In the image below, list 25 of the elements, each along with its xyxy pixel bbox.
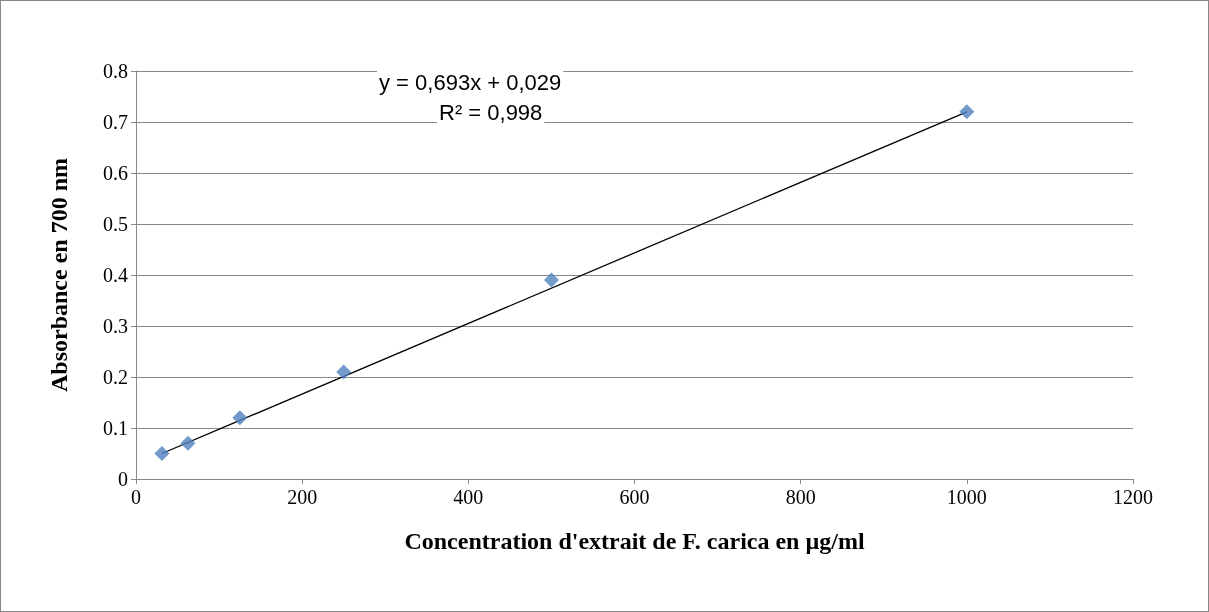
y-tick-label: 0 — [118, 468, 128, 490]
y-tick-label: 0.8 — [103, 60, 128, 82]
x-tick-label: 1000 — [946, 486, 987, 508]
y-axis-title: Absorbance en 700 nm — [46, 157, 72, 393]
point — [180, 435, 196, 451]
y-tick-label: 0.7 — [103, 111, 128, 133]
point — [336, 364, 352, 380]
annotation: R² = 0,998 — [439, 99, 543, 125]
x-tick-label: 800 — [785, 486, 816, 508]
y-tick-label: 0.2 — [103, 366, 128, 388]
x-tick-label: 400 — [453, 486, 484, 508]
y-tick-label: 0.5 — [103, 213, 128, 235]
x-tick-label: 1200 — [1113, 486, 1153, 508]
point — [959, 104, 975, 120]
y-tick-label: 0.6 — [103, 162, 128, 184]
x-tick-label: 200 — [287, 486, 318, 508]
x-tick-label: 600 — [619, 486, 650, 508]
point — [154, 446, 170, 461]
y-tick-label: 0.1 — [103, 417, 128, 439]
x-axis-title: Concentration d'extrait de F. carica en µg/ml — [404, 528, 865, 554]
y-tick-label: 0.3 — [103, 315, 128, 337]
point — [543, 272, 559, 288]
y-tick-label: 0.4 — [103, 264, 128, 286]
point — [232, 410, 248, 426]
annotation: y = 0,693x + 0,029 — [379, 69, 562, 95]
